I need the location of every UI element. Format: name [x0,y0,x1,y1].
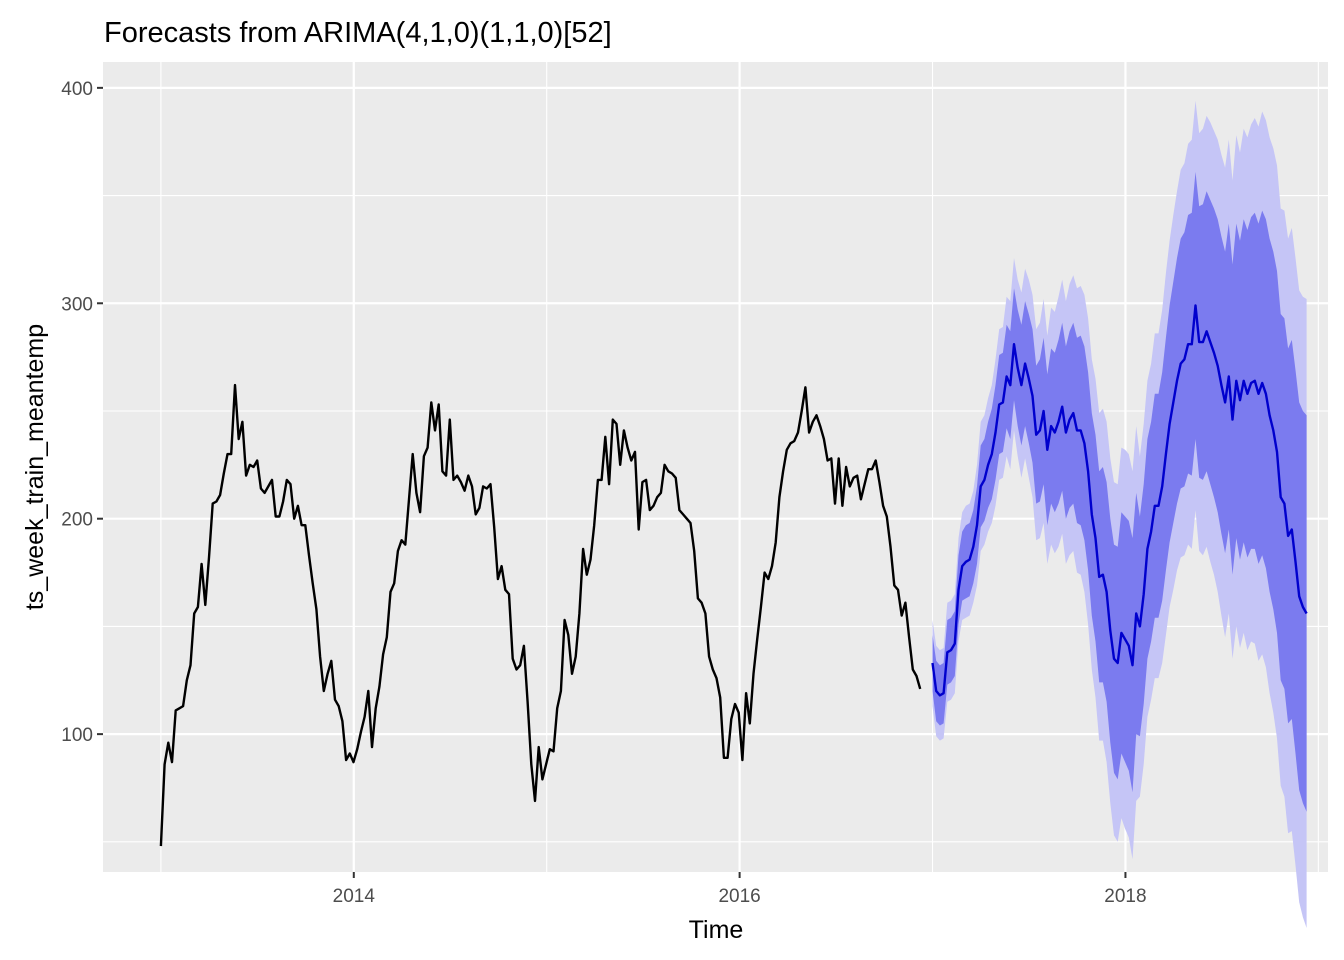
y-tick-label: 300 [61,294,93,315]
x-axis-title: Time [689,916,744,944]
forecast-bands [932,100,1307,929]
x-tick-label: 2016 [718,886,760,907]
history-line [159,383,922,847]
y-tick-label: 100 [61,725,93,746]
x-tick-label: 2018 [1104,886,1146,907]
axes: 2014 2016 2018 100 200 300 400 [61,79,1146,907]
x-tick-label: 2014 [333,886,376,907]
y-tick-label: 200 [61,510,93,531]
series-lines [159,304,1308,847]
band-80 [932,171,1307,812]
y-tick-label: 400 [61,79,93,100]
forecast-mean-line [931,304,1308,697]
chart-title: Forecasts from ARIMA(4,1,0)(1,1,0)[52] [104,17,612,49]
y-axis-title: ts_week_train_meantemp [21,324,49,610]
